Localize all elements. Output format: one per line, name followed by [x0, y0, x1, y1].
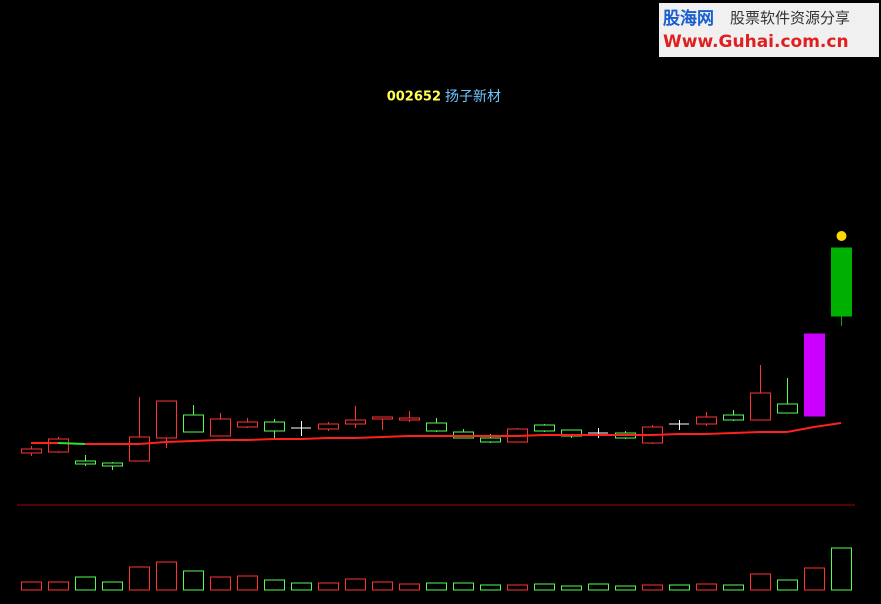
candle-body	[777, 403, 798, 414]
volume-bar	[156, 561, 177, 591]
volume-bar	[588, 583, 609, 591]
candle-body	[237, 421, 258, 428]
candle-body	[426, 422, 447, 432]
candle-body	[264, 421, 285, 432]
volume-bar	[237, 575, 258, 591]
volume-bar	[183, 570, 204, 591]
volume-bar	[453, 582, 474, 591]
ma-segment	[381, 435, 410, 438]
volume-bar	[615, 585, 636, 591]
marker-dot	[836, 231, 847, 241]
volume-bar	[21, 581, 42, 591]
candle-body	[345, 419, 366, 425]
ma-segment	[705, 432, 734, 435]
volume-bar	[318, 582, 339, 591]
candle-body	[156, 400, 177, 439]
ma-segment	[651, 433, 680, 436]
candle-body	[129, 436, 150, 462]
candle-body	[210, 418, 231, 437]
candle-body	[750, 392, 771, 421]
volume-bar	[102, 581, 123, 591]
watermark-brand: 股海网	[663, 8, 714, 29]
ma-segment	[516, 434, 545, 437]
candle-body	[534, 424, 555, 432]
title-code: 002652	[387, 90, 441, 105]
candle-body	[183, 414, 204, 433]
volume-bar	[696, 583, 717, 591]
candle-body	[372, 416, 393, 420]
ma-segment	[300, 437, 329, 440]
candle-body	[723, 414, 744, 421]
volume-bar	[480, 584, 501, 591]
volume-bar	[48, 581, 69, 591]
volume-bar	[561, 585, 582, 591]
volume-bar	[804, 567, 825, 591]
volume-bar	[750, 573, 771, 591]
ma-segment	[786, 426, 815, 433]
title-name: 扬子新材	[445, 89, 501, 105]
volume-bar	[372, 581, 393, 591]
volume-bar	[75, 576, 96, 591]
volume-bar	[777, 579, 798, 591]
ma-segment	[192, 439, 221, 442]
volume-bar	[210, 576, 231, 591]
volume-bar	[426, 582, 447, 591]
candle-body	[696, 416, 717, 425]
candle-body	[480, 437, 501, 443]
watermark-url: Www.Guhai.com.cn	[663, 32, 849, 52]
candle-body	[399, 417, 420, 421]
ma-segment	[57, 442, 86, 445]
candle-body	[318, 423, 339, 430]
candle-body	[102, 462, 123, 467]
volume-bar	[399, 583, 420, 591]
candle-body	[75, 460, 96, 465]
candle-body	[831, 247, 852, 317]
volume-bar	[345, 578, 366, 591]
volume-bar	[264, 579, 285, 591]
watermark-slogan: 股票软件资源分享	[730, 9, 850, 27]
ma-segment	[165, 440, 194, 443]
volume-bar	[507, 584, 528, 591]
candle-body	[48, 438, 69, 453]
volume-bar	[723, 584, 744, 591]
volume-bar	[642, 584, 663, 591]
volume-bar	[534, 583, 555, 591]
ma-segment	[138, 441, 167, 445]
volume-bar	[669, 584, 690, 591]
volume-bar	[831, 547, 852, 591]
volume-bar	[129, 566, 150, 591]
candle-body	[21, 448, 42, 454]
ma-segment	[354, 436, 383, 439]
ma-segment	[813, 422, 842, 428]
volume-bar	[291, 582, 312, 591]
candle-body	[804, 333, 825, 417]
watermark-box	[659, 3, 879, 57]
ma-segment	[732, 431, 761, 434]
ma-segment	[246, 438, 275, 441]
